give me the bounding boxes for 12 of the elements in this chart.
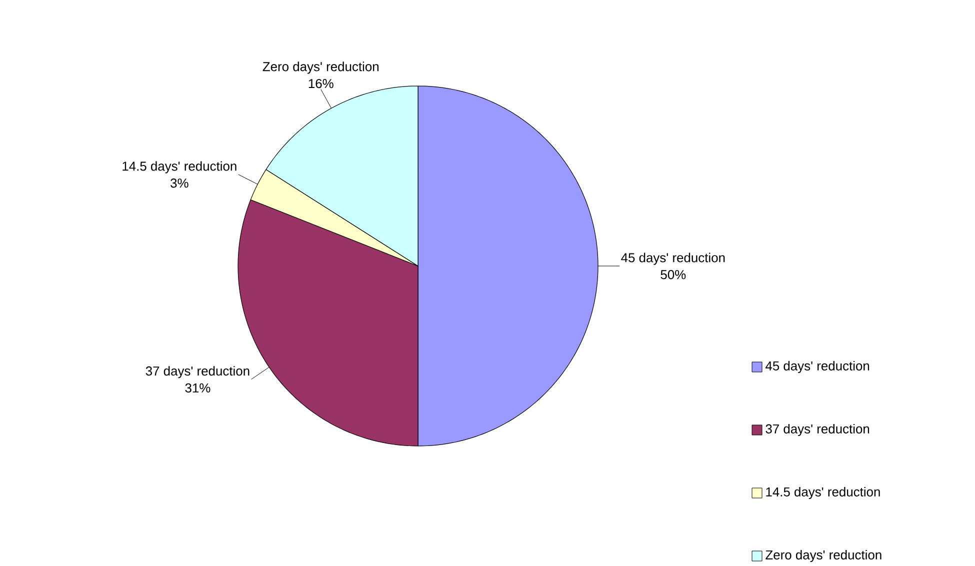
slice-label: Zero days' reduction	[262, 62, 378, 74]
legend-label: 14.5 days' reduction	[766, 486, 880, 500]
slice-label: 45 days' reduction	[621, 252, 725, 265]
legend-label: 37 days' reduction	[766, 424, 870, 436]
data-label: 3%	[170, 178, 188, 188]
legend-label: 45 days' reduction	[766, 360, 870, 374]
legend-label: Zero days' reduction	[766, 550, 882, 562]
data-label: 16%	[308, 78, 334, 88]
slice-label: 37 days' reduction	[146, 366, 250, 378]
slice-label: 14.5 days' reduction	[122, 161, 236, 174]
data-label: 31%	[185, 383, 210, 393]
data-label: 50%	[660, 270, 686, 280]
